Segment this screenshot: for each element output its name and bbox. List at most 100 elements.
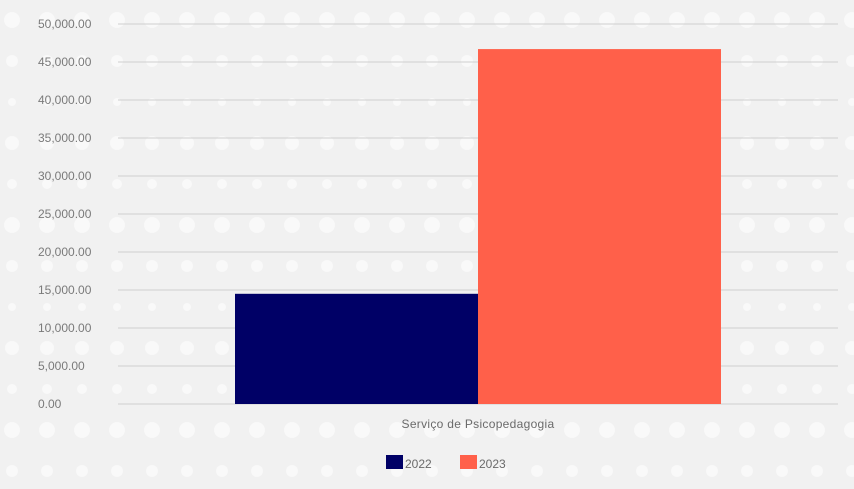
background-dot	[182, 384, 192, 394]
background-dot	[774, 217, 790, 233]
background-dot	[564, 422, 580, 438]
background-dot	[319, 217, 335, 233]
legend-swatch-2022	[386, 455, 403, 469]
background-dot	[529, 422, 545, 438]
background-dot	[389, 422, 405, 438]
background-dot	[354, 422, 370, 438]
background-dot	[6, 260, 18, 272]
background-dot	[775, 136, 789, 150]
background-dot	[145, 136, 159, 150]
background-dot	[846, 260, 854, 272]
background-dot	[391, 260, 403, 272]
background-dot	[110, 136, 124, 150]
background-dot	[252, 179, 262, 189]
background-dot	[77, 179, 87, 189]
background-dot	[743, 303, 751, 311]
background-dot	[147, 179, 157, 189]
background-dot	[741, 260, 753, 272]
background-dot	[742, 384, 752, 394]
background-dot	[5, 341, 19, 355]
background-dot	[741, 465, 753, 477]
background-dot	[146, 55, 158, 67]
background-dot	[40, 341, 54, 355]
background-dot	[250, 136, 264, 150]
background-dot	[459, 217, 475, 233]
background-dot	[287, 179, 297, 189]
background-dot	[776, 465, 788, 477]
background-dot	[7, 384, 17, 394]
y-tick-label: 45,000.00	[38, 55, 92, 69]
background-dot	[74, 217, 90, 233]
background-dot	[43, 98, 51, 106]
background-dot	[496, 465, 508, 477]
y-tick-label: 10,000.00	[38, 321, 92, 335]
background-dot	[285, 136, 299, 150]
background-dot	[40, 136, 54, 150]
legend: 2022 2023	[386, 455, 506, 471]
background-dot	[181, 465, 193, 477]
background-dot	[111, 260, 123, 272]
background-dot	[811, 260, 823, 272]
background-dot	[218, 303, 226, 311]
background-dot	[147, 384, 157, 394]
background-dot	[5, 136, 19, 150]
background-dot	[41, 55, 53, 67]
background-dot	[671, 465, 683, 477]
background-dot	[251, 55, 263, 67]
background-dot	[249, 422, 265, 438]
background-dot	[286, 260, 298, 272]
background-dot	[844, 12, 854, 28]
background-dot	[392, 179, 402, 189]
background-dot	[146, 260, 158, 272]
background-dot	[844, 217, 854, 233]
background-dot	[4, 12, 20, 28]
background-dot	[182, 179, 192, 189]
background-dot	[179, 422, 195, 438]
background-dot	[845, 341, 854, 355]
background-dot	[391, 55, 403, 67]
background-dot	[636, 465, 648, 477]
background-dot	[426, 260, 438, 272]
background-dot	[41, 260, 53, 272]
background-dot	[776, 55, 788, 67]
background-dot	[740, 136, 754, 150]
y-tick-label: 50,000.00	[38, 17, 92, 31]
background-dot	[145, 341, 159, 355]
background-dot	[181, 55, 193, 67]
background-dot	[811, 55, 823, 67]
background-dot	[6, 465, 18, 477]
background-dot	[740, 341, 754, 355]
background-dot	[6, 55, 18, 67]
background-dot	[110, 341, 124, 355]
background-dot	[217, 384, 227, 394]
background-dot	[739, 217, 755, 233]
background-dot	[777, 384, 787, 394]
background-dot	[216, 260, 228, 272]
background-dot	[320, 136, 334, 150]
y-tick-label: 0.00	[38, 397, 62, 411]
background-dot	[112, 179, 122, 189]
background-dot	[494, 422, 510, 438]
background-dot	[774, 422, 790, 438]
background-dot	[8, 303, 16, 311]
background-dot	[356, 55, 368, 67]
background-dot	[8, 98, 16, 106]
background-dot	[321, 260, 333, 272]
background-dot	[776, 260, 788, 272]
background-dot	[43, 303, 51, 311]
x-axis-category-labels: Serviço de Psicopedagogia	[402, 417, 555, 431]
background-dot	[286, 55, 298, 67]
background-dot	[41, 465, 53, 477]
background-dot	[111, 55, 123, 67]
background-dot	[812, 384, 822, 394]
background-dot	[809, 422, 825, 438]
background-dot	[251, 465, 263, 477]
background-dot	[76, 465, 88, 477]
background-dot	[321, 465, 333, 477]
background-dot	[812, 179, 822, 189]
background-dot	[813, 303, 821, 311]
y-tick-label: 20,000.00	[38, 245, 92, 259]
background-dot	[848, 303, 854, 311]
background-dot	[183, 303, 191, 311]
background-dot	[426, 55, 438, 67]
